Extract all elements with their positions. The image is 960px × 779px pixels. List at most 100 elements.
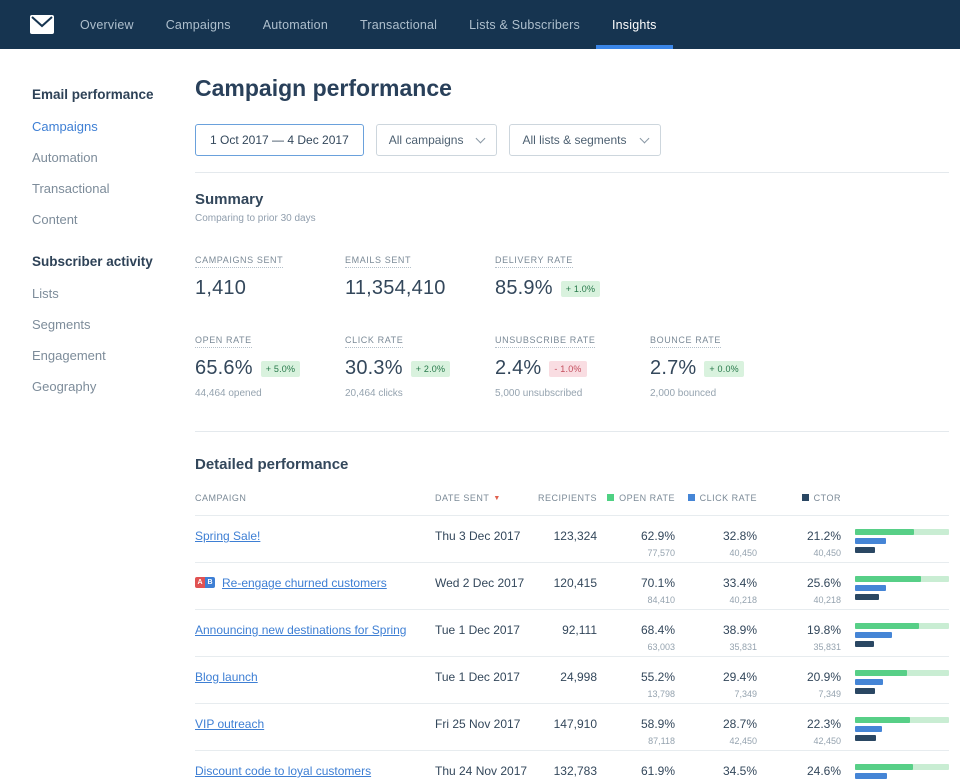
open-rate-value: 58.9%: [640, 717, 675, 731]
metric-subtext: 20,464 clicks: [345, 388, 403, 399]
metric-open-rate: OPEN RATE 65.6% + 5.0% 44,464 opened: [195, 330, 345, 399]
metric-subtext: 2,000 bounced: [650, 388, 717, 399]
open-count: 77,570: [647, 548, 675, 558]
lists-segments-filter-select[interactable]: All lists & segments: [509, 124, 661, 156]
col-header-recipients[interactable]: RECIPIENTS: [531, 493, 597, 516]
lists-segments-filter-value: All lists & segments: [522, 133, 627, 147]
ctor-bar: [855, 641, 874, 647]
recipients-cell: 132,783: [531, 750, 597, 779]
open-rate-value: 62.9%: [640, 529, 675, 543]
open-rate-legend-icon: [607, 494, 615, 501]
date-sent-cell: Wed 2 Dec 2017: [435, 562, 531, 610]
metric-label: DELIVERY RATE: [495, 255, 573, 268]
mini-bar-chart: [841, 562, 949, 610]
recipients-cell: 123,324: [531, 515, 597, 563]
sidebar-item-lists[interactable]: Lists: [32, 286, 59, 301]
open-rate-value: 55.2%: [640, 670, 675, 684]
chevron-down-icon: [639, 133, 649, 143]
ctor-count: 40,218: [813, 595, 841, 605]
col-header-open-rate[interactable]: OPEN RATE: [597, 493, 675, 516]
open-count: 13,798: [647, 689, 675, 699]
metric-value: 65.6%: [195, 357, 253, 379]
nav-transactional[interactable]: Transactional: [359, 17, 438, 32]
metric-emails-sent: EMAILS SENT 11,354,410: [345, 250, 495, 300]
ctor-value: 22.3%: [806, 717, 841, 731]
table-row: VIP outreach Fri 25 Nov 2017 147,910 58.…: [195, 703, 949, 751]
metric-label: UNSUBSCRIBE RATE: [495, 335, 596, 348]
open-count: 84,410: [647, 595, 675, 605]
date-sent-cell: Tue 1 Dec 2017: [435, 609, 531, 657]
metric-label: CAMPAIGNS SENT: [195, 255, 284, 268]
click-count: 7,349: [734, 689, 757, 699]
sidebar-item-transactional[interactable]: Transactional: [32, 181, 110, 196]
primary-nav: Overview Campaigns Automation Transactio…: [64, 0, 673, 49]
metric-label: CLICK RATE: [345, 335, 404, 348]
metric-value: 2.4%: [495, 357, 542, 379]
col-header-ctor[interactable]: CTOR: [757, 493, 841, 516]
date-range-picker[interactable]: 1 Oct 2017 — 4 Dec 2017: [195, 124, 364, 156]
page-title: Campaign performance: [195, 75, 452, 101]
table-row: Spring Sale! Thu 3 Dec 2017 123,324 62.9…: [195, 515, 949, 563]
metric-subtext: 5,000 unsubscribed: [495, 388, 583, 399]
metric-bounce-rate: BOUNCE RATE 2.7% + 0.0% 2,000 bounced: [650, 330, 949, 399]
recipients-cell: 147,910: [531, 703, 597, 751]
metric-delivery-rate: DELIVERY RATE 85.9% + 1.0%: [495, 250, 650, 300]
sidebar-item-automation[interactable]: Automation: [32, 150, 98, 165]
col-header-chart: [841, 493, 949, 516]
click-rate-value: 38.9%: [722, 623, 757, 637]
table-header-row: CAMPAIGN DATE SENT ▼ RECIPIENTS OPEN RATE…: [195, 493, 949, 516]
ctor-count: 7,349: [818, 689, 841, 699]
top-nav: Overview Campaigns Automation Transactio…: [0, 0, 960, 49]
campaign-link[interactable]: Re-engage churned customers: [222, 576, 387, 590]
nav-lists-subscribers[interactable]: Lists & Subscribers: [469, 17, 580, 32]
metric-unsubscribe-rate: UNSUBSCRIBE RATE 2.4% - 1.0% 5,000 unsub…: [495, 330, 650, 399]
nav-overview[interactable]: Overview: [80, 17, 134, 32]
campaign-link[interactable]: Blog launch: [195, 670, 258, 684]
campaigns-filter-select[interactable]: All campaigns: [375, 124, 498, 156]
sidebar-heading-email-performance: Email performance: [32, 87, 154, 102]
nav-automation[interactable]: Automation: [262, 17, 328, 32]
campaign-link[interactable]: Spring Sale!: [195, 529, 261, 543]
col-header-campaign[interactable]: CAMPAIGN: [195, 493, 435, 516]
metric-label: OPEN RATE: [195, 335, 252, 348]
sidebar-item-segments[interactable]: Segments: [32, 317, 91, 332]
ctor-bar: [855, 547, 875, 553]
col-header-label: OPEN RATE: [619, 493, 675, 503]
ctor-bar: [855, 688, 875, 694]
sidebar-item-geography[interactable]: Geography: [32, 379, 97, 394]
recipients-cell: 24,998: [531, 656, 597, 704]
date-range-value: 1 Oct 2017 — 4 Dec 2017: [210, 133, 349, 147]
click-rate-value: 32.8%: [722, 529, 757, 543]
campaign-link[interactable]: Discount code to loyal customers: [195, 764, 372, 778]
open-rate-bar: [855, 529, 915, 535]
divider: [195, 172, 949, 173]
detailed-performance-section: Detailed performance CAMPAIGN DATE SENT ▼…: [195, 456, 949, 779]
change-badge: + 1.0%: [560, 280, 601, 297]
sidebar-item-engagement[interactable]: Engagement: [32, 348, 106, 363]
click-rate-bar: [855, 679, 883, 685]
open-rate-bar: [855, 717, 911, 723]
table-row: Announcing new destinations for Spring T…: [195, 609, 949, 657]
campaign-link[interactable]: Announcing new destinations for Spring: [195, 623, 407, 637]
col-header-click-rate[interactable]: CLICK RATE: [675, 493, 757, 516]
nav-campaigns[interactable]: Campaigns: [165, 17, 231, 32]
ctor-count: 42,450: [813, 736, 841, 746]
sidebar-item-content[interactable]: Content: [32, 212, 78, 227]
click-count: 40,450: [729, 548, 757, 558]
metric-campaigns-sent: CAMPAIGNS SENT 1,410: [195, 250, 345, 300]
click-rate-bar: [855, 773, 888, 779]
campaign-link[interactable]: VIP outreach: [195, 717, 265, 731]
col-header-label: CTOR: [813, 493, 841, 503]
click-count: 40,218: [729, 595, 757, 605]
click-rate-value: 34.5%: [722, 764, 757, 778]
app-logo-icon[interactable]: [30, 15, 54, 34]
mini-bar-chart: [841, 703, 949, 751]
ctor-value: 24.6%: [806, 764, 841, 778]
col-header-date-sent[interactable]: DATE SENT ▼: [435, 493, 531, 516]
sidebar-item-campaigns[interactable]: Campaigns: [32, 119, 98, 134]
ctor-legend-icon: [801, 494, 809, 501]
metric-value: 30.3%: [345, 357, 403, 379]
nav-insights[interactable]: Insights: [595, 0, 673, 49]
